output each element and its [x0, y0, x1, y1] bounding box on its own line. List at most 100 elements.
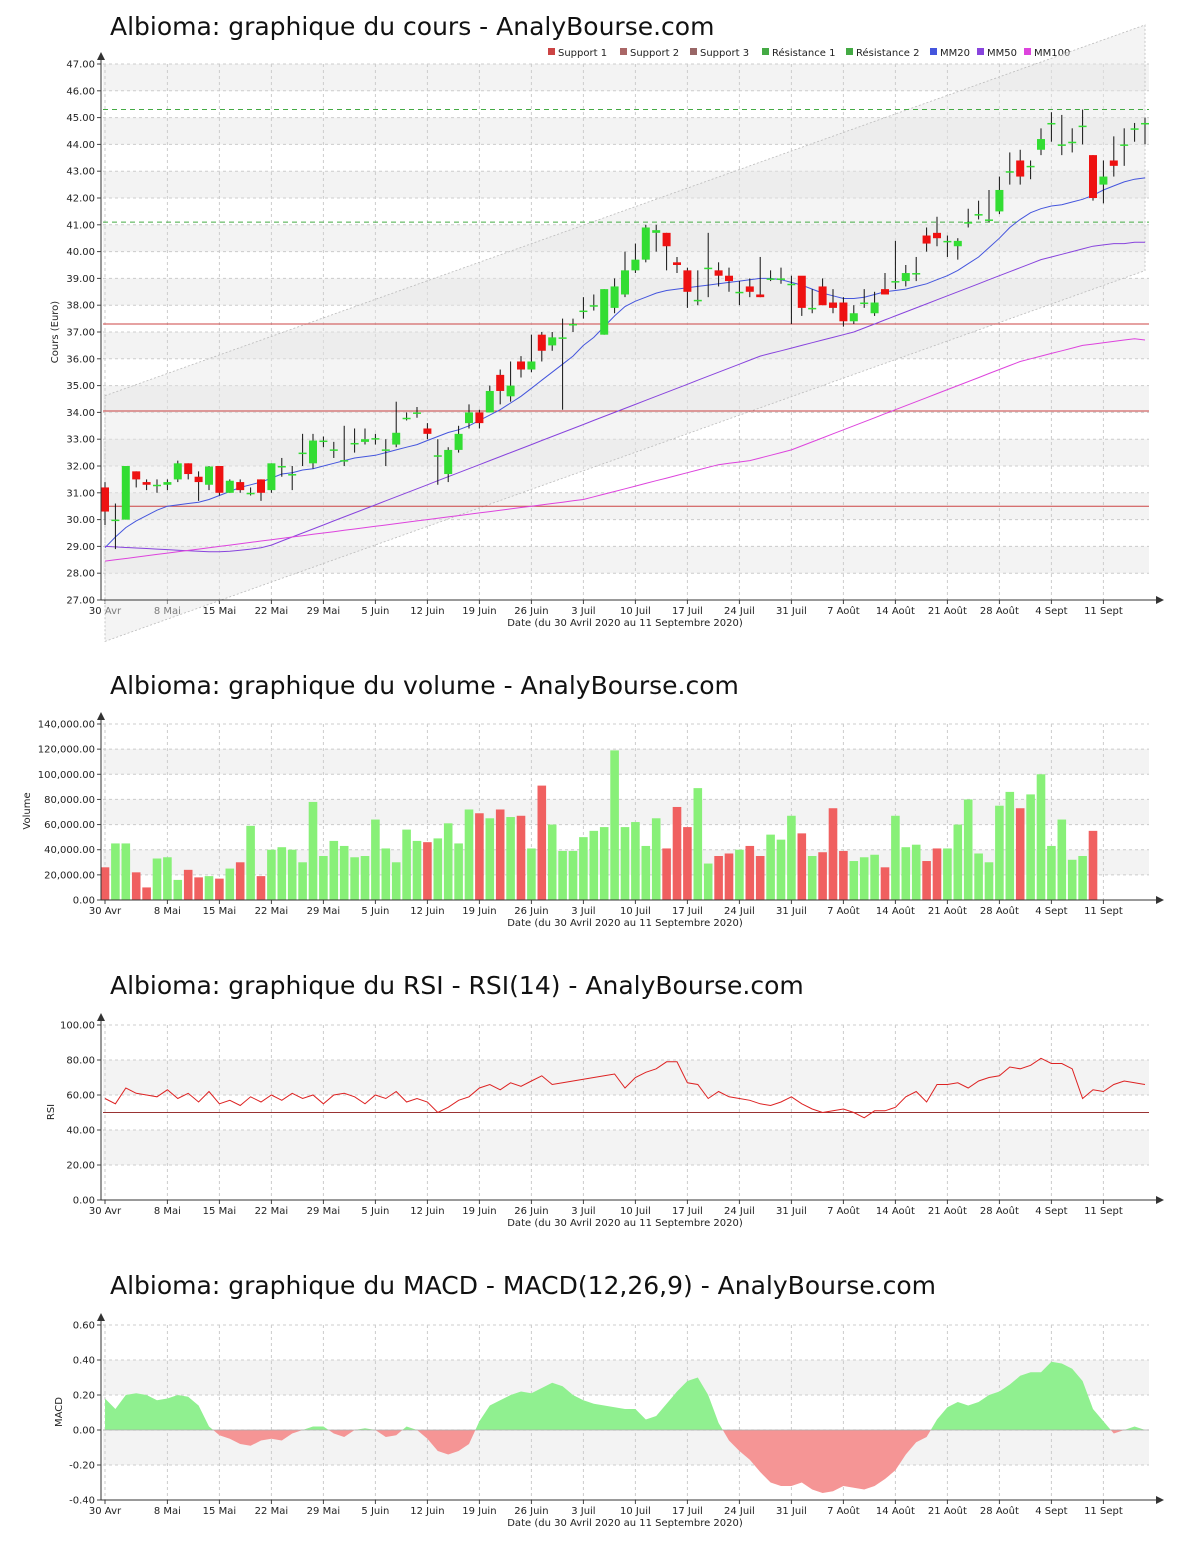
y-tick-label: 0.00 [73, 1196, 95, 1207]
x-tick-label: 21 Août [928, 1205, 967, 1217]
y-tick-label: 20,000.00 [44, 870, 95, 881]
volume-chart-title: Albioma: graphique du volume - AnalyBour… [110, 671, 739, 700]
macd-positive-area [930, 1361, 1111, 1430]
x-tick-label: 24 Juil [724, 1506, 755, 1517]
candle-body [912, 273, 921, 275]
x-tick-label: 31 Juil [776, 1506, 807, 1517]
y-axis-arrow [97, 1013, 105, 1021]
macd-y-label: MACD [54, 1397, 65, 1427]
legend-label: MM50 [987, 48, 1017, 59]
volume-bar [891, 815, 900, 900]
volume-bar [142, 887, 151, 900]
candle-body [860, 302, 869, 305]
candle-body [797, 275, 806, 308]
band [103, 749, 1149, 775]
y-tick-label: 0.20 [73, 1391, 95, 1402]
candle-body [610, 286, 619, 308]
candle-body [725, 275, 733, 282]
y-tick-label: 40.00 [66, 247, 95, 258]
volume-bar [995, 805, 1004, 900]
candle-body [1109, 160, 1118, 166]
candle-body [1141, 122, 1149, 125]
band [103, 799, 1149, 825]
volume-bar [350, 857, 359, 900]
y-tick-label: 44.00 [66, 140, 95, 151]
x-tick-label: 29 Mai [307, 906, 340, 917]
candle-body [704, 267, 713, 270]
macd-chart-title: Albioma: graphique du MACD - MACD(12,26,… [110, 1271, 936, 1300]
y-tick-label: -0.20 [69, 1461, 95, 1472]
volume-bar [235, 862, 245, 900]
candle-body [111, 519, 120, 522]
x-tick-label: 30 Avr [89, 1506, 122, 1517]
rsi-x-label: Date (du 30 Avril 2020 au 11 Septembre 2… [507, 1218, 743, 1229]
x-tick-label: 30 Avr [89, 606, 122, 617]
volume-bar [589, 830, 599, 900]
volume-bar [610, 750, 619, 900]
y-tick-label: 37.00 [66, 328, 95, 339]
candle-body [714, 270, 723, 276]
candle-body [641, 227, 650, 260]
volume-bar [506, 817, 515, 900]
volume-bar [308, 801, 318, 900]
candle-body [662, 232, 671, 247]
volume-bar [391, 862, 401, 900]
y-tick-label: 0.00 [73, 1426, 95, 1437]
price-x-label: Date (du 30 Avril 2020 au 11 Septembre 2… [507, 618, 743, 629]
candle-body [433, 455, 442, 457]
y-tick-label: 20.00 [66, 1161, 95, 1172]
x-tick-label: 12 Juin [410, 906, 444, 917]
volume-bar [880, 867, 890, 900]
y-tick-label: 42.00 [66, 194, 95, 205]
volume-bar [1036, 774, 1046, 900]
candle-body [194, 476, 203, 483]
x-tick-label: 22 Mai [255, 1206, 288, 1217]
candle-body [1016, 160, 1025, 177]
volume-bar [641, 845, 651, 900]
volume-bar [901, 847, 911, 900]
x-tick-label: 14 Août [876, 605, 915, 617]
y-tick-label: 29.00 [66, 542, 95, 553]
x-tick-label: 8 Mai [154, 1206, 181, 1217]
candle-body [891, 281, 900, 283]
volume-bar [724, 853, 734, 900]
x-tick-label: 12 Juin [410, 1506, 444, 1517]
y-tick-label: 45.00 [66, 113, 95, 124]
y-tick-label: 80.00 [66, 1056, 95, 1067]
volume-bar [807, 856, 817, 900]
volume-bar [963, 799, 973, 900]
volume-bar [402, 829, 411, 900]
candle-body [1068, 141, 1077, 144]
volume-bar [839, 850, 848, 900]
price-chart-title: Albioma: graphique du cours - AnalyBours… [110, 12, 714, 41]
macd-negative-area [722, 1430, 931, 1493]
volume-x-label: Date (du 30 Avril 2020 au 11 Septembre 2… [507, 918, 743, 929]
x-tick-label: 28 Août [980, 905, 1019, 917]
candle-body [475, 412, 484, 424]
y-tick-label: 40,000.00 [44, 845, 95, 856]
candle-body [184, 463, 193, 475]
volume-bar [277, 847, 287, 900]
x-tick-label: 7 Août [827, 1505, 860, 1517]
x-axis-arrow [1156, 1496, 1164, 1504]
candle-body [995, 189, 1004, 212]
volume-bar [735, 849, 744, 900]
y-tick-label: 47.00 [66, 60, 95, 71]
y-tick-label: 120,000.00 [38, 745, 95, 756]
candle-body [142, 482, 151, 485]
y-tick-label: 100,000.00 [38, 770, 95, 781]
candle-body [745, 286, 754, 292]
legend-swatch [620, 48, 627, 55]
candle-body [444, 449, 453, 475]
y-tick-label: 60.00 [66, 1091, 95, 1102]
volume-bar [173, 879, 183, 900]
volume-bar [287, 849, 297, 900]
candle-body [1089, 155, 1097, 198]
x-tick-label: 19 Juin [462, 1206, 496, 1217]
volume-bar [1067, 859, 1077, 900]
volume-bar [568, 850, 578, 900]
volume-chart: 0.00 20,000.00 40,000.00 60,000.00 80,000.00… [38, 712, 1164, 917]
volume-bar [121, 843, 131, 900]
volume-bar [859, 857, 869, 900]
volume-bar [693, 788, 703, 900]
